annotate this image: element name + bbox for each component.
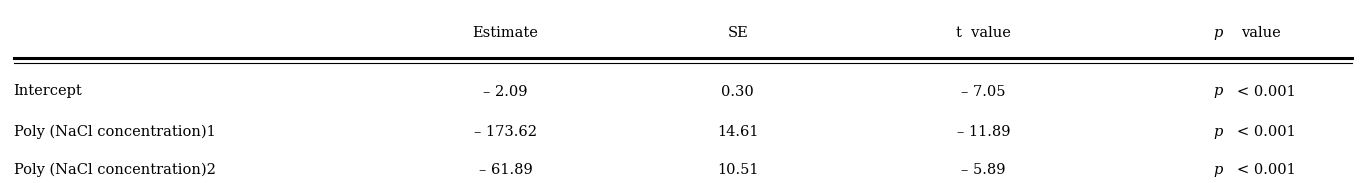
Text: Intercept: Intercept <box>14 85 82 98</box>
Text: < 0.001: < 0.001 <box>1236 125 1296 139</box>
Text: p: p <box>1214 26 1223 40</box>
Text: Poly (NaCl concentration)2: Poly (NaCl concentration)2 <box>14 163 216 177</box>
Text: – 2.09: – 2.09 <box>484 85 527 98</box>
Text: t  value: t value <box>956 26 1011 40</box>
Text: – 7.05: – 7.05 <box>962 85 1005 98</box>
Text: p: p <box>1214 125 1223 139</box>
Text: 14.61: 14.61 <box>717 125 758 139</box>
Text: – 61.89: – 61.89 <box>478 163 533 177</box>
Text: Estimate: Estimate <box>473 26 538 40</box>
Text: < 0.001: < 0.001 <box>1236 163 1296 177</box>
Text: < 0.001: < 0.001 <box>1236 85 1296 98</box>
Text: value: value <box>1240 26 1281 40</box>
Text: 0.30: 0.30 <box>721 85 754 98</box>
Text: SE: SE <box>727 26 749 40</box>
Text: – 5.89: – 5.89 <box>962 163 1005 177</box>
Text: – 173.62: – 173.62 <box>474 125 537 139</box>
Text: – 11.89: – 11.89 <box>956 125 1011 139</box>
Text: 10.51: 10.51 <box>717 163 758 177</box>
Text: p: p <box>1214 85 1223 98</box>
Text: p: p <box>1214 163 1223 177</box>
Text: Poly (NaCl concentration)1: Poly (NaCl concentration)1 <box>14 125 216 139</box>
